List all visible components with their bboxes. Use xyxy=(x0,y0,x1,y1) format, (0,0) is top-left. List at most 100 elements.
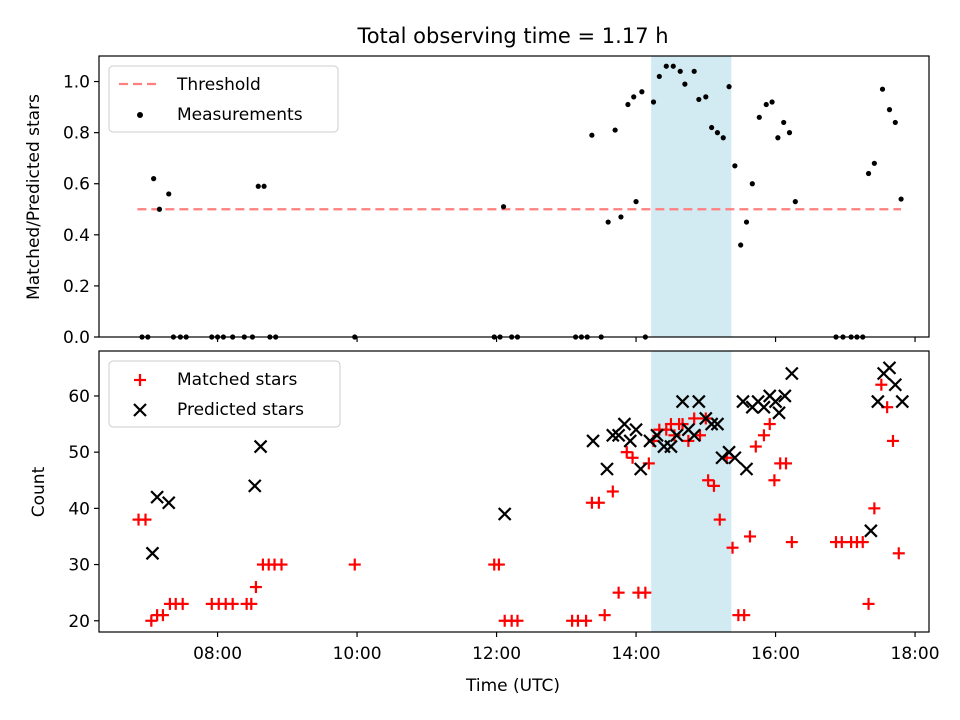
measurement-point xyxy=(682,81,688,87)
predicted-star-point xyxy=(623,434,638,448)
measurement-point xyxy=(696,96,702,103)
predicted-star-point xyxy=(600,462,614,476)
predicted-star-point xyxy=(669,428,684,443)
matched-star-point xyxy=(702,474,715,487)
top-y-tick-label: 1.0 xyxy=(63,73,90,93)
measurement-point xyxy=(898,196,904,202)
measurement-point xyxy=(656,73,662,80)
bottom-x-axis: 08:00 10:00 12:00 14:00 16:00 18:00 xyxy=(193,632,940,664)
measurement-point xyxy=(709,124,715,131)
predicted-star-point xyxy=(768,394,783,409)
predicted-star-point xyxy=(772,406,786,420)
top-y-tick-label: 0.4 xyxy=(63,226,90,246)
measurement-point xyxy=(691,68,697,74)
matched-star-point xyxy=(606,485,619,498)
bottom-legend: Matched stars Predicted stars xyxy=(108,360,341,428)
matched-star-point xyxy=(598,609,611,622)
top-y-tick-label: 0.6 xyxy=(63,175,90,195)
measurement-point xyxy=(639,89,645,95)
predicted-star-point xyxy=(611,428,626,443)
matched-star-point xyxy=(492,558,505,571)
matched-star-point xyxy=(156,609,169,622)
measurement-point xyxy=(663,63,669,69)
matched-star-point xyxy=(145,614,158,627)
measurement-point xyxy=(589,132,595,138)
matched-star-point xyxy=(620,446,633,459)
x-tick-label: 08:00 xyxy=(193,644,242,664)
x-axis-label: Time (UTC) xyxy=(465,676,560,696)
measurement-point xyxy=(633,199,639,205)
predicted-star-point xyxy=(497,507,512,521)
predicted-star-point xyxy=(739,462,754,476)
measurement-point xyxy=(726,84,732,90)
matched-star-point xyxy=(249,581,262,594)
measurement-point xyxy=(756,114,762,120)
predicted-star-point xyxy=(633,462,648,476)
matched-star-point xyxy=(626,451,639,464)
matched-star-point xyxy=(726,541,739,554)
matched-star-point xyxy=(763,418,776,431)
matched-star-point xyxy=(785,536,798,549)
x-tick-label: 14:00 xyxy=(612,644,661,664)
measurement-point xyxy=(631,94,637,100)
measurement-point xyxy=(763,101,769,108)
measurement-point xyxy=(879,86,886,92)
chart-title: Total observing time = 1.17 h xyxy=(356,24,668,48)
matched-star-point xyxy=(886,434,899,447)
bottom-y-tick-label: 40 xyxy=(68,499,90,519)
predicted-star-point xyxy=(675,394,690,409)
predicted-star-point xyxy=(785,366,799,381)
predicted-star-point xyxy=(864,524,878,538)
top-legend: Threshold Measurements xyxy=(108,65,339,133)
x-tick-label: 18:00 xyxy=(891,644,940,664)
bottom-legend-box xyxy=(108,360,341,428)
bottom-plot-frame xyxy=(98,350,930,633)
predicted-star-point xyxy=(145,546,160,561)
matched-star-point xyxy=(856,536,869,549)
measurement-point xyxy=(892,119,898,126)
measurement-point xyxy=(871,160,877,166)
top-panel: 0.0 0.2 0.4 0.6 0.8 1.0 Matched/Predicted sta… xyxy=(24,55,930,348)
measurement-point xyxy=(786,130,793,136)
legend-label-predicted-stars: Predicted stars xyxy=(177,400,304,420)
matched-star-point xyxy=(707,479,720,492)
predicted-star-point xyxy=(895,394,910,409)
matched-star-point xyxy=(511,614,524,627)
x-tick-label: 16:00 xyxy=(751,644,800,664)
measurement-point xyxy=(865,170,872,177)
predicted-star-point xyxy=(586,434,600,448)
measurement-point xyxy=(500,204,507,210)
measurement-point xyxy=(261,183,267,189)
measurement-point xyxy=(732,163,738,169)
x-tick-label: 12:00 xyxy=(472,644,521,664)
legend-label-threshold: Threshold xyxy=(176,75,261,95)
measurements-legend-swatch xyxy=(137,112,143,118)
matched-star-point xyxy=(275,558,288,571)
predicted-star-point xyxy=(629,422,643,437)
bottom-y-tick-label: 30 xyxy=(68,556,90,576)
top-plot-frame xyxy=(98,55,930,338)
matched-star-point xyxy=(743,530,756,543)
predicted-star-point xyxy=(161,495,176,510)
predicted-star-point xyxy=(664,439,678,454)
matched-star-point xyxy=(592,496,605,509)
measurement-point xyxy=(743,219,750,225)
bottom-y-tick-label: 20 xyxy=(68,612,90,632)
measurement-point xyxy=(703,94,709,100)
top-y-tick-label: 0.0 xyxy=(63,328,90,348)
predicted-star-point xyxy=(871,394,885,409)
matched-star-point xyxy=(757,429,770,442)
matched-star-point xyxy=(668,429,681,442)
predicted-star-point xyxy=(692,394,706,409)
measurement-point xyxy=(156,206,163,212)
measurement-point xyxy=(612,127,618,133)
matched-star-point xyxy=(245,597,258,610)
top-highlight-span xyxy=(651,56,732,337)
matched-star-point xyxy=(139,513,152,526)
matched-star-point xyxy=(749,440,762,453)
matched-star-point xyxy=(226,597,239,610)
predicted-star-point xyxy=(888,377,903,392)
bottom-panel: 20 30 40 50 60 08:00 10:00 12:00 14:00 16:00 18:0… xyxy=(29,350,940,696)
matched-legend-swatch xyxy=(134,374,146,386)
predicted-star-point xyxy=(247,479,262,493)
